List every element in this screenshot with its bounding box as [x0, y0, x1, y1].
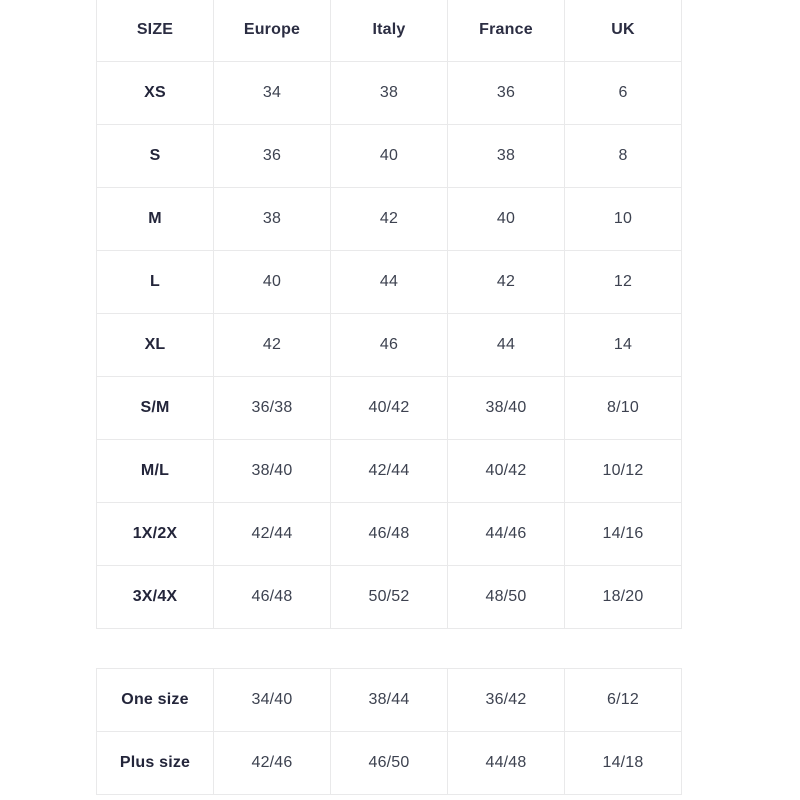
cell-uk: 8	[564, 124, 682, 188]
table-body: One size 34/40 38/44 36/42 6/12 Plus siz…	[96, 668, 682, 795]
row-label-xs: XS	[96, 61, 214, 125]
cell-europe: 34/40	[213, 668, 331, 732]
cell-europe: 42/44	[213, 502, 331, 566]
cell-europe: 40	[213, 250, 331, 314]
cell-italy: 42	[330, 187, 448, 251]
row-label-plus-size: Plus size	[96, 731, 214, 795]
cell-france: 38/40	[447, 376, 565, 440]
row-label-one-size: One size	[96, 668, 214, 732]
cell-italy: 44	[330, 250, 448, 314]
header-row: SIZE Europe Italy France UK	[96, 0, 682, 62]
cell-france: 36	[447, 61, 565, 125]
cell-france: 44	[447, 313, 565, 377]
cell-europe: 38/40	[213, 439, 331, 503]
cell-uk: 14/18	[564, 731, 682, 795]
cell-europe: 42/46	[213, 731, 331, 795]
table-row: One size 34/40 38/44 36/42 6/12	[96, 668, 682, 732]
cell-italy: 46/48	[330, 502, 448, 566]
cell-italy: 42/44	[330, 439, 448, 503]
cell-italy: 46	[330, 313, 448, 377]
cell-uk: 8/10	[564, 376, 682, 440]
table-row: Plus size 42/46 46/50 44/48 14/18	[96, 731, 682, 795]
table-row: XL 42 46 44 14	[96, 313, 682, 377]
cell-europe: 36/38	[213, 376, 331, 440]
combined-size-table: One size 34/40 38/44 36/42 6/12 Plus siz…	[96, 668, 682, 795]
cell-europe: 46/48	[213, 565, 331, 629]
cell-italy: 40	[330, 124, 448, 188]
cell-france: 48/50	[447, 565, 565, 629]
row-label-l: L	[96, 250, 214, 314]
cell-france: 44/46	[447, 502, 565, 566]
cell-france: 38	[447, 124, 565, 188]
cell-uk: 18/20	[564, 565, 682, 629]
table-header: SIZE Europe Italy France UK	[96, 0, 682, 62]
cell-europe: 36	[213, 124, 331, 188]
table-body: XS 34 38 36 6 S 36 40 38 8 M 38 42 40 10	[96, 61, 682, 629]
row-label-1x-2x: 1X/2X	[96, 502, 214, 566]
cell-uk: 6/12	[564, 668, 682, 732]
cell-uk: 14/16	[564, 502, 682, 566]
row-label-m-l: M/L	[96, 439, 214, 503]
cell-italy: 50/52	[330, 565, 448, 629]
cell-italy: 38	[330, 61, 448, 125]
row-label-s-m: S/M	[96, 376, 214, 440]
cell-uk: 10	[564, 187, 682, 251]
table-row: S 36 40 38 8	[96, 124, 682, 188]
cell-uk: 10/12	[564, 439, 682, 503]
row-label-m: M	[96, 187, 214, 251]
cell-france: 44/48	[447, 731, 565, 795]
cell-europe: 38	[213, 187, 331, 251]
column-header-france: France	[447, 0, 565, 62]
standard-size-table: SIZE Europe Italy France UK XS 34 38 36 …	[96, 0, 682, 629]
row-label-3x-4x: 3X/4X	[96, 565, 214, 629]
table-row: M 38 42 40 10	[96, 187, 682, 251]
cell-europe: 42	[213, 313, 331, 377]
table-row: 1X/2X 42/44 46/48 44/46 14/16	[96, 502, 682, 566]
cell-italy: 38/44	[330, 668, 448, 732]
table-row: M/L 38/40 42/44 40/42 10/12	[96, 439, 682, 503]
row-label-s: S	[96, 124, 214, 188]
cell-france: 42	[447, 250, 565, 314]
table-row: XS 34 38 36 6	[96, 61, 682, 125]
table-row: S/M 36/38 40/42 38/40 8/10	[96, 376, 682, 440]
row-label-xl: XL	[96, 313, 214, 377]
column-header-uk: UK	[564, 0, 682, 62]
table-row: 3X/4X 46/48 50/52 48/50 18/20	[96, 565, 682, 629]
cell-uk: 6	[564, 61, 682, 125]
cell-uk: 12	[564, 250, 682, 314]
table-row: L 40 44 42 12	[96, 250, 682, 314]
cell-uk: 14	[564, 313, 682, 377]
cell-europe: 34	[213, 61, 331, 125]
cell-france: 40	[447, 187, 565, 251]
column-header-size: SIZE	[96, 0, 214, 62]
column-header-italy: Italy	[330, 0, 448, 62]
cell-italy: 40/42	[330, 376, 448, 440]
column-header-europe: Europe	[213, 0, 331, 62]
cell-france: 40/42	[447, 439, 565, 503]
cell-italy: 46/50	[330, 731, 448, 795]
cell-france: 36/42	[447, 668, 565, 732]
